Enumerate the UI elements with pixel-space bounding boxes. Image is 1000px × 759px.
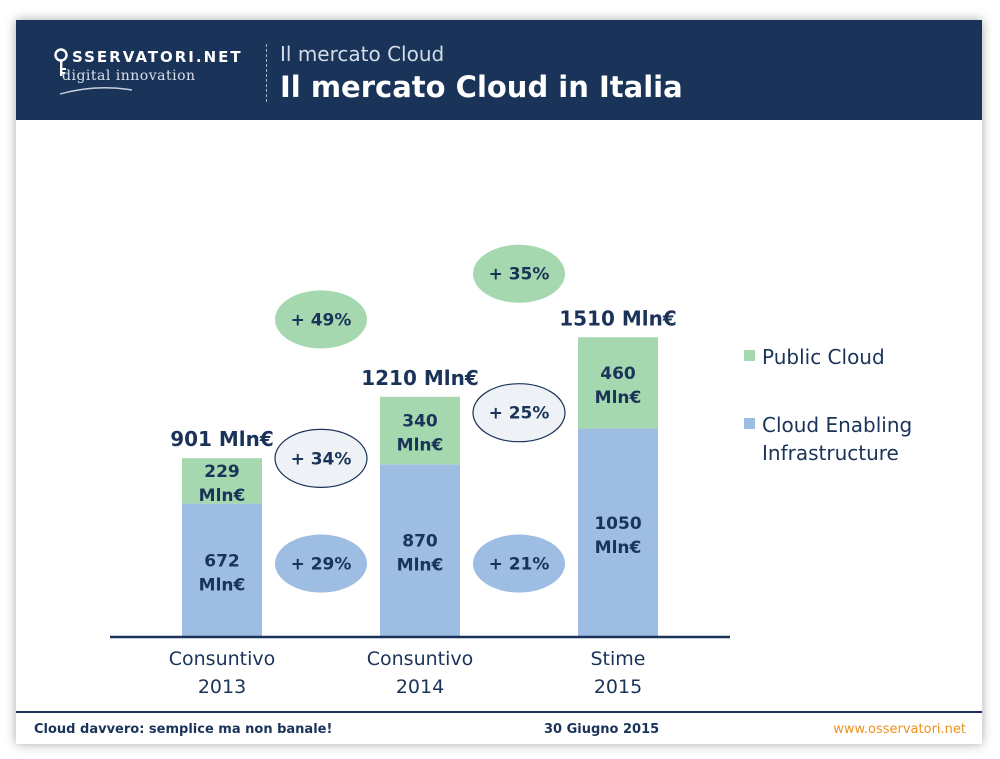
bar-infrastructure [578, 428, 658, 637]
bar-label-infrastructure: 672 [204, 551, 240, 571]
legend-label-infrastructure-line2: Infrastructure [762, 441, 899, 465]
logo-swoosh-icon [59, 87, 133, 95]
bar-label-infrastructure-unit: Mln€ [397, 556, 444, 576]
bar-label-public-cloud-unit: Mln€ [595, 388, 642, 408]
bar-label-infrastructure: 1050 [594, 514, 641, 534]
growth-label: + 35% [489, 265, 550, 285]
bar-label-public-cloud: 340 [402, 412, 438, 432]
growth-ellipse [275, 290, 367, 349]
footer-divider [16, 711, 982, 713]
bar-total-label: 1210 Mln€ [361, 366, 479, 390]
header-bar: SSERVATORI.NET digital innovation Il mer… [16, 20, 982, 120]
x-tick-label-year: 2015 [594, 676, 642, 698]
growth-ellipse [473, 534, 565, 593]
growth-label: + 25% [489, 404, 550, 424]
bar-label-infrastructure-unit: Mln€ [199, 575, 246, 595]
growth-ellipse [473, 244, 565, 303]
growth-ellipse [274, 428, 368, 488]
bar-label-public-cloud: 460 [600, 364, 636, 384]
growth-label: + 49% [291, 310, 352, 330]
header-subtitle: Il mercato Cloud [280, 42, 445, 66]
bar-infrastructure [380, 464, 460, 637]
growth-label: + 21% [489, 555, 550, 575]
bar-label-infrastructure-unit: Mln€ [595, 538, 642, 558]
x-tick-label: Stime [591, 648, 646, 670]
x-tick-label: Consuntivo [367, 648, 474, 670]
footer-tagline: Cloud davvero: semplice ma non banale! [34, 722, 333, 737]
growth-label: + 29% [291, 555, 352, 575]
header-divider [266, 44, 267, 102]
legend-swatch-infrastructure [744, 418, 755, 429]
footer-url[interactable]: www.osservatori.net [833, 722, 966, 737]
growth-ellipse [275, 534, 367, 593]
legend-label-public-cloud: Public Cloud [762, 345, 885, 369]
bar-public-cloud [182, 458, 262, 504]
legend-label-infrastructure: Cloud Enabling [762, 413, 912, 437]
growth-label: + 34% [291, 449, 352, 469]
bar-label-infrastructure: 870 [402, 532, 438, 552]
bar-public-cloud [578, 337, 658, 429]
footer-date: 30 Giugno 2015 [544, 722, 660, 737]
bar-total-label: 1510 Mln€ [559, 306, 677, 330]
x-tick-label-year: 2014 [396, 676, 444, 698]
bar-label-public-cloud-unit: Mln€ [397, 436, 444, 456]
slide: SSERVATORI.NET digital innovation Il mer… [16, 20, 982, 744]
growth-ellipse [472, 383, 566, 443]
bar-infrastructure [182, 503, 262, 637]
logo-text: SSERVATORI.NET [72, 48, 243, 66]
key-icon [54, 48, 68, 76]
bar-total-label: 901 Mln€ [170, 427, 274, 451]
page-title: Il mercato Cloud in Italia [280, 70, 683, 104]
x-tick-label: Consuntivo [169, 648, 276, 670]
bar-label-public-cloud-unit: Mln€ [199, 486, 246, 506]
bar-label-public-cloud: 229 [204, 462, 240, 482]
logo-tagline: digital innovation [62, 68, 196, 84]
x-tick-label-year: 2013 [198, 676, 246, 698]
stacked-bar-chart: 672 Mln€ 229 Mln€ 901 Mln€ Consuntivo 2013 870 M… [110, 244, 912, 698]
legend-swatch-public-cloud [744, 350, 755, 361]
bar-public-cloud [380, 396, 460, 465]
